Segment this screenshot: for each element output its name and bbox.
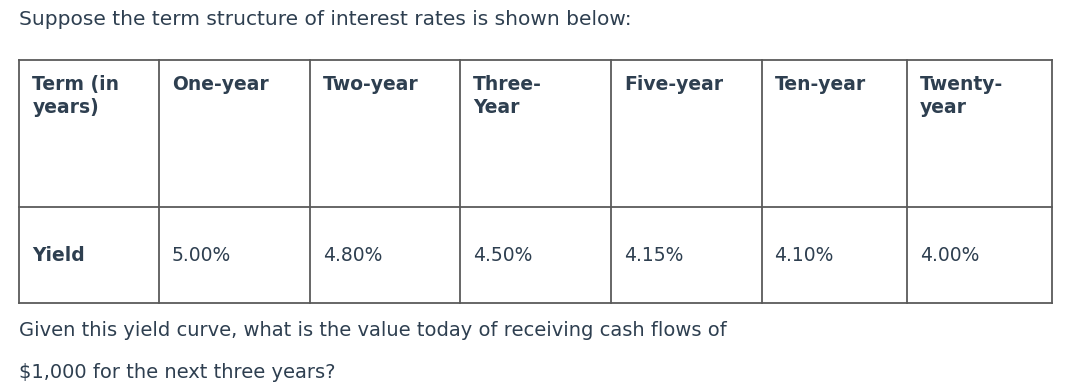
Text: 4.50%: 4.50% — [473, 246, 532, 265]
Text: $1,000 for the next three years?: $1,000 for the next three years? — [19, 363, 337, 382]
Text: 4.00%: 4.00% — [920, 246, 979, 265]
Text: 5.00%: 5.00% — [172, 246, 232, 265]
Text: 4.15%: 4.15% — [624, 246, 683, 265]
Text: Yield: Yield — [32, 246, 85, 265]
Text: 4.10%: 4.10% — [775, 246, 834, 265]
Text: Term (in
years): Term (in years) — [32, 75, 119, 118]
Text: Ten-year: Ten-year — [775, 75, 866, 94]
Text: Five-year: Five-year — [624, 75, 723, 94]
Text: 4.80%: 4.80% — [322, 246, 382, 265]
Text: Twenty-
year: Twenty- year — [920, 75, 1003, 118]
Text: One-year: One-year — [172, 75, 268, 94]
Text: Three-
Year: Three- Year — [473, 75, 542, 118]
Text: Given this yield curve, what is the value today of receiving cash flows of: Given this yield curve, what is the valu… — [19, 321, 727, 339]
Text: Suppose the term structure of interest rates is shown below:: Suppose the term structure of interest r… — [19, 10, 632, 28]
Text: Two-year: Two-year — [322, 75, 419, 94]
